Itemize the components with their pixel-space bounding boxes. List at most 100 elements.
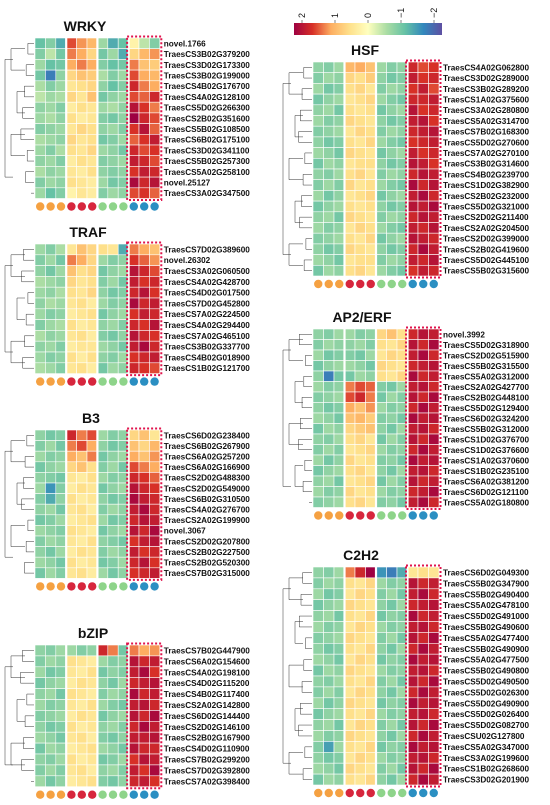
gene-label: TraesCS2A02G427700: [443, 383, 529, 392]
heatmap-cell: [417, 610, 429, 622]
heatmap-cell: [365, 566, 377, 579]
heatmap-cell: [45, 472, 57, 484]
heatmap-cell: [417, 475, 429, 487]
heatmap-cell: [344, 664, 356, 677]
heatmap-cell: [138, 710, 150, 722]
heatmap-cell: [344, 136, 356, 148]
heatmap-cell: [86, 134, 98, 146]
heatmap-cell: [428, 486, 440, 498]
heatmap-cell: [417, 496, 429, 508]
heatmap-cell: [76, 80, 88, 92]
heatmap-cell: [386, 566, 398, 579]
heatmap-cell: [417, 147, 429, 159]
heatmap-cell: [354, 465, 366, 477]
gene-label: TraesCS7D02G389600: [164, 245, 250, 254]
heatmap-cell: [417, 136, 429, 148]
group-marker: [140, 790, 149, 799]
heatmap-cell: [375, 243, 387, 255]
heatmap-cell: [86, 764, 98, 777]
group-marker: [108, 582, 118, 591]
heatmap-cell: [344, 741, 356, 753]
heatmap-cell: [86, 330, 98, 342]
heatmap-cell: [86, 677, 98, 689]
heatmap-cells: [312, 566, 440, 786]
heatmap-cell: [312, 444, 324, 456]
heatmap-cell: [312, 686, 324, 699]
heatmap-cell: [344, 751, 356, 764]
gene-label: TraesCS1B02G235100: [443, 467, 529, 476]
heatmap-cell: [354, 360, 366, 372]
heatmap-cell: [55, 753, 67, 766]
group-marker: [419, 279, 428, 289]
heatmap-cell: [128, 556, 140, 569]
heatmap-cell: [76, 297, 88, 310]
heatmap-cell: [386, 115, 398, 127]
heatmap-cell: [407, 147, 419, 159]
heatmap-cell: [65, 123, 77, 135]
heatmap-cell: [333, 83, 345, 95]
heatmap-cell: [86, 176, 98, 189]
group-marker: [46, 202, 55, 211]
heatmap-cell: [45, 710, 57, 722]
heatmap-cell: [65, 440, 77, 452]
gene-label: TraesCS3B02G379200: [164, 50, 250, 59]
row-dendrogram: [282, 67, 312, 271]
heatmap-cell: [45, 493, 57, 505]
heatmap-cell: [138, 91, 150, 103]
heatmap-cell: [128, 155, 140, 167]
heatmap-cell: [76, 450, 88, 463]
heatmap-cell: [117, 482, 129, 494]
heatmap-cell: [375, 577, 387, 590]
heatmap-cell: [107, 319, 119, 331]
heatmap-cell: [375, 115, 387, 127]
heatmap-cell: [354, 708, 366, 720]
heatmap-cell: [375, 642, 387, 655]
heatmap-cell: [34, 286, 46, 299]
heatmap-cell: [428, 402, 440, 414]
heatmap-cell: [65, 297, 77, 310]
heatmap-cell: [97, 764, 109, 777]
heatmap-cell: [149, 297, 161, 310]
gene-label: TraesCS4A02G428700: [164, 278, 250, 287]
heatmap-cell: [417, 599, 429, 611]
heatmap-cell: [128, 493, 140, 505]
heatmap-cell: [323, 664, 335, 677]
heatmap-cell: [344, 328, 356, 340]
heatmap-cell: [323, 83, 335, 95]
heatmap-cell: [333, 708, 345, 720]
heatmap-cell: [45, 699, 57, 711]
heatmap-cell: [149, 688, 161, 700]
heatmap-cell: [323, 599, 335, 611]
heatmap-cell: [354, 222, 366, 234]
heatmap-cell: [138, 123, 150, 135]
heatmap-cell: [55, 187, 67, 199]
heatmap-cell: [34, 525, 46, 537]
heatmap-cell: [65, 503, 77, 516]
heatmap-cell: [86, 567, 98, 579]
group-marker: [356, 279, 365, 289]
heatmap-cell: [76, 710, 88, 722]
heatmap-cell: [138, 340, 150, 353]
heatmap-cell: [97, 710, 109, 722]
heatmap-cell: [76, 677, 88, 689]
heatmap-cell: [344, 125, 356, 138]
heatmap-cell: [386, 664, 398, 677]
sample-group-markers: [36, 202, 159, 211]
heatmap-cell: [365, 588, 377, 600]
group-marker: [387, 788, 396, 798]
heatmap-cell: [365, 610, 377, 622]
group-marker: [356, 788, 365, 798]
heatmap-cell: [138, 688, 150, 700]
panel-title: HSF: [351, 42, 379, 58]
heatmap-cell: [396, 751, 408, 764]
heatmap-cell: [386, 328, 398, 340]
heatmap-cell: [354, 486, 366, 498]
heatmap-cell: [407, 402, 419, 414]
heatmap-cell: [386, 136, 398, 148]
heatmap-cell: [407, 391, 419, 403]
heatmap-cell: [149, 330, 161, 342]
heatmap-cell: [117, 351, 129, 364]
heatmap-cell: [45, 297, 57, 310]
heatmap-cell: [344, 222, 356, 234]
gene-label: TraesCS5B02G347900: [443, 579, 529, 588]
